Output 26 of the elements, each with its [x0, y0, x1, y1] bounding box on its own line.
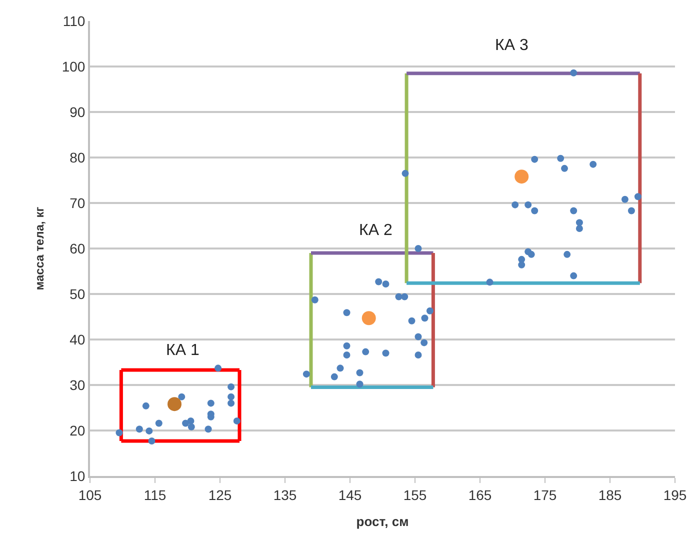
x-axis-title: рост, см	[356, 514, 409, 529]
y-tick-label: 40	[70, 331, 86, 348]
x-tick-label: 135	[273, 486, 297, 503]
y-tick-label: 60	[70, 240, 86, 256]
y-tick-label: 30	[70, 376, 86, 393]
y-tick-label: 50	[70, 286, 86, 302]
y-tick-label: 90	[70, 104, 86, 120]
y-tick-label: 110	[62, 12, 86, 29]
x-tick-label: 115	[144, 486, 166, 503]
annotation: КА 3	[495, 37, 528, 54]
x-tick-label: 165	[468, 486, 492, 503]
x-tick-label: 105	[78, 486, 102, 503]
y-tick-label: 70	[70, 194, 86, 211]
y-tick-label: 10	[70, 468, 86, 484]
x-tick-label: 195	[663, 486, 687, 503]
x-tick-label: 145	[338, 486, 362, 503]
x-tick-label: 175	[533, 486, 557, 503]
annotation: КА 1	[166, 342, 200, 359]
x-tick-label: 155	[403, 486, 427, 503]
x-tick-label: 125	[208, 486, 232, 503]
y-axis-title: масса тела, кг	[32, 206, 47, 290]
x-tick-label: 185	[598, 486, 622, 503]
y-tick-label: 100	[62, 58, 86, 74]
y-tick-label: 80	[70, 149, 86, 166]
annotation: КА 2	[359, 222, 392, 239]
y-tick-label: 20	[70, 422, 86, 438]
